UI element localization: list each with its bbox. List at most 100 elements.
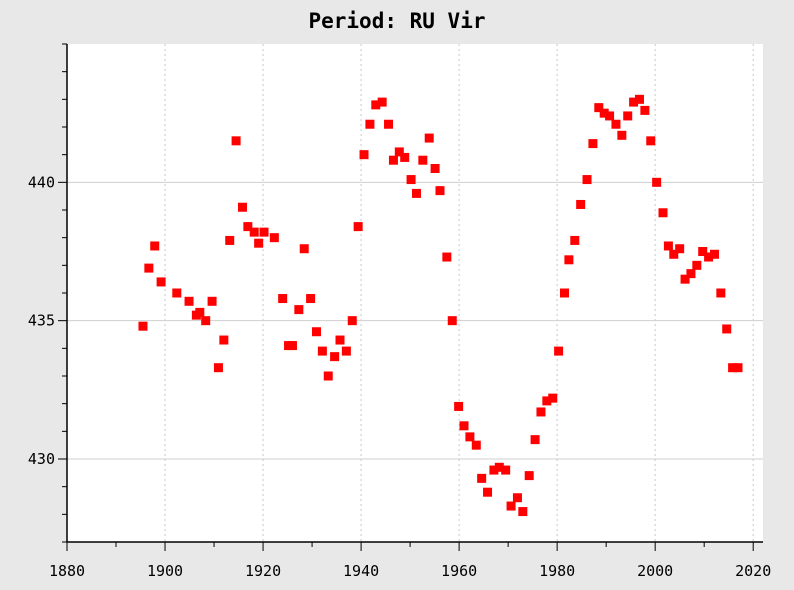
data-point (249, 227, 259, 237)
data-point (172, 288, 182, 298)
data-point (317, 346, 327, 356)
data-point (698, 247, 708, 256)
x-tick-label: 1960 (441, 562, 477, 580)
data-point (542, 396, 552, 406)
data-point (524, 471, 534, 481)
data-point (237, 202, 247, 212)
data-point (447, 316, 457, 326)
data-point (400, 152, 410, 162)
axis-ticks (58, 43, 754, 551)
data-point (138, 321, 148, 331)
data-point (411, 188, 421, 198)
data-point (347, 316, 357, 326)
data-point (144, 263, 154, 273)
data-point (617, 130, 627, 140)
data-point (588, 139, 598, 149)
data-point (506, 501, 516, 511)
data-point (184, 296, 194, 306)
data-point (548, 393, 558, 403)
data-point (454, 401, 464, 411)
x-tick-label: 2020 (735, 562, 771, 580)
data-point (646, 136, 656, 146)
data-point (692, 260, 702, 270)
y-tick-label: 430 (28, 450, 55, 468)
data-point (518, 507, 528, 517)
data-point (512, 493, 522, 503)
data-point (663, 241, 673, 251)
data-point (629, 97, 639, 107)
data-point (430, 164, 440, 173)
data-point (477, 473, 487, 483)
data-point (418, 155, 428, 165)
data-point (675, 244, 685, 254)
data-point (311, 327, 321, 337)
data-point (605, 111, 615, 121)
x-tick-label: 1920 (245, 562, 281, 580)
data-point (201, 316, 211, 326)
data-point (424, 133, 434, 143)
data-point (299, 244, 309, 254)
data-point (611, 119, 621, 129)
x-tick-label: 2000 (637, 562, 673, 580)
data-point (388, 155, 398, 165)
data-point (704, 252, 714, 262)
data-point (243, 222, 253, 232)
data-point (669, 249, 679, 259)
data-point (599, 108, 609, 118)
data-point (306, 294, 316, 304)
data-point (686, 269, 696, 279)
data-point (483, 487, 493, 497)
y-tick-label: 435 (28, 312, 55, 330)
data-point (471, 440, 481, 450)
data-point (377, 97, 387, 107)
data-point (384, 119, 394, 129)
data-point (150, 241, 160, 251)
x-tick-label: 1880 (49, 562, 85, 580)
data-point (156, 277, 166, 287)
data-point (259, 227, 269, 237)
data-point (219, 335, 229, 345)
data-point (594, 103, 604, 113)
data-point (709, 249, 719, 259)
data-point (658, 208, 668, 218)
data-point (442, 252, 452, 262)
data-point (634, 94, 644, 104)
tick-labels: 1880 1900 1920 1940 1960 1980 2000 2020 430 435 44… (28, 173, 771, 580)
data-point (207, 296, 217, 306)
data-point (582, 175, 592, 185)
data-point (728, 363, 738, 373)
data-point (459, 421, 469, 431)
data-point (353, 222, 363, 232)
y-tick-label: 440 (28, 173, 55, 191)
data-point (335, 335, 345, 345)
data-point (406, 175, 416, 185)
data-point (287, 341, 297, 351)
data-point (294, 305, 304, 315)
data-point (225, 235, 235, 245)
data-point (530, 435, 540, 445)
data-point (371, 100, 381, 110)
data-point (323, 371, 333, 381)
data-point (330, 352, 340, 362)
data-point (722, 324, 732, 334)
data-point (733, 363, 743, 373)
data-point (559, 288, 569, 298)
data-point (494, 462, 504, 472)
data-point (269, 233, 279, 243)
data-point (365, 119, 375, 129)
data-point (536, 407, 546, 417)
data-point (195, 307, 205, 317)
data-point (213, 363, 223, 373)
data-point (489, 465, 499, 475)
data-point (652, 177, 662, 187)
data-point (254, 238, 264, 248)
data-point (341, 346, 351, 356)
data-point (435, 186, 445, 196)
data-point (680, 274, 690, 284)
data-point (501, 465, 511, 475)
data-point (554, 346, 564, 356)
data-point (394, 147, 404, 157)
data-point (576, 199, 586, 209)
data-point (278, 294, 288, 304)
